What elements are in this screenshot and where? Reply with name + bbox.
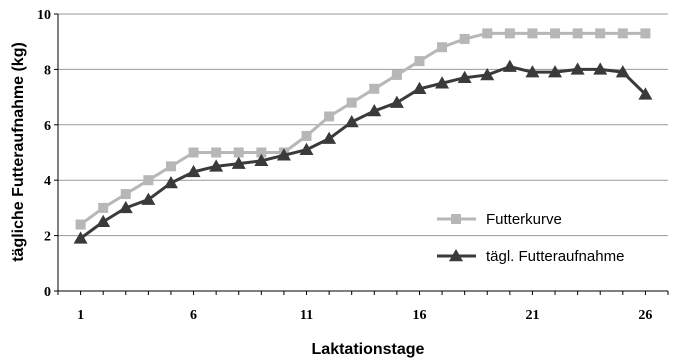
data-point-s2-10: [276, 148, 291, 161]
data-point-s1-22: [550, 28, 561, 39]
data-point-s2-12: [322, 131, 337, 144]
data-point-s2-7: [209, 159, 224, 172]
data-point-s1-6: [188, 147, 199, 158]
axes: [54, 13, 669, 295]
data-point-s1-5: [165, 161, 176, 172]
data-point-s2-22: [548, 65, 563, 78]
data-point-s2-2: [96, 214, 111, 227]
data-point-s1-13: [346, 97, 357, 108]
data-point-s2-13: [344, 115, 359, 128]
legend: Futterkurve tägl. Futteraufnahme: [437, 211, 624, 265]
data-point-s1-12: [324, 111, 335, 122]
y-tick-label-6: 6: [44, 119, 51, 134]
data-point-s2-5: [163, 175, 178, 189]
y-tick-label-8: 8: [44, 63, 51, 78]
x-axis-title: Laktationstage: [312, 341, 425, 358]
data-point-s2-20: [502, 59, 517, 72]
y-tick-label-10: 10: [37, 8, 51, 23]
x-tick-label-6: 6: [190, 308, 197, 323]
data-point-s1-8: [233, 147, 244, 158]
data-point-s1-25: [617, 28, 628, 39]
data-point-s2-24: [593, 62, 608, 75]
series-2: [73, 59, 653, 244]
data-point-s1-20: [504, 28, 515, 39]
legend-marker-1: [451, 214, 461, 224]
data-point-s2-3: [118, 200, 133, 214]
data-point-s1-18: [459, 33, 470, 44]
x-tick-label-1: 1: [77, 308, 84, 323]
data-point-s2-25: [615, 65, 630, 78]
data-point-s2-9: [254, 153, 269, 167]
series-group: [73, 28, 653, 244]
x-tick-label-16: 16: [412, 308, 426, 323]
data-point-s2-6: [186, 164, 201, 178]
data-point-s2-8: [231, 156, 246, 169]
data-point-s2-15: [389, 95, 404, 108]
series-1: [75, 28, 651, 230]
data-point-s2-21: [525, 65, 540, 78]
data-point-s1-9: [256, 147, 267, 158]
data-point-s1-2: [98, 202, 109, 213]
data-point-s1-4: [143, 175, 154, 186]
y-tick-label-2: 2: [44, 230, 51, 245]
y-axis-title: tägliche Futteraufnahme (kg): [10, 42, 27, 262]
data-point-s2-19: [480, 67, 495, 81]
data-point-s1-7: [211, 147, 222, 158]
series-line-1: [79, 31, 646, 226]
data-point-s1-19: [482, 28, 493, 39]
data-point-s2-14: [367, 103, 382, 117]
data-point-s1-16: [414, 56, 425, 67]
legend-label-2: tägl. Futteraufnahme: [486, 248, 624, 265]
data-point-s1-17: [437, 42, 448, 53]
data-point-s2-1: [73, 231, 88, 244]
data-point-s2-4: [141, 192, 156, 205]
data-point-s1-14: [369, 83, 380, 94]
legend-marker-2: [449, 249, 463, 262]
data-point-s2-17: [435, 76, 450, 89]
data-point-s2-26: [638, 87, 653, 100]
x-tick-label-21: 21: [525, 308, 539, 323]
data-point-s1-1: [75, 219, 86, 230]
data-point-s2-11: [299, 142, 314, 155]
data-point-s1-3: [120, 189, 131, 200]
y-tick-label-4: 4: [44, 174, 51, 189]
data-point-s1-15: [391, 69, 402, 80]
data-point-s2-16: [412, 81, 427, 95]
data-point-s2-23: [570, 62, 585, 75]
legend-label-1: Futterkurve: [486, 211, 562, 228]
data-point-s1-23: [572, 28, 583, 39]
data-point-s1-26: [640, 28, 651, 39]
data-point-s2-18: [457, 70, 472, 83]
x-tick-label-26: 26: [638, 308, 652, 323]
x-tick-label-11: 11: [300, 308, 313, 323]
data-point-s1-21: [527, 28, 538, 39]
y-tick-label-0: 0: [44, 285, 51, 300]
data-point-s1-11: [301, 130, 312, 141]
data-point-s1-24: [595, 28, 606, 39]
